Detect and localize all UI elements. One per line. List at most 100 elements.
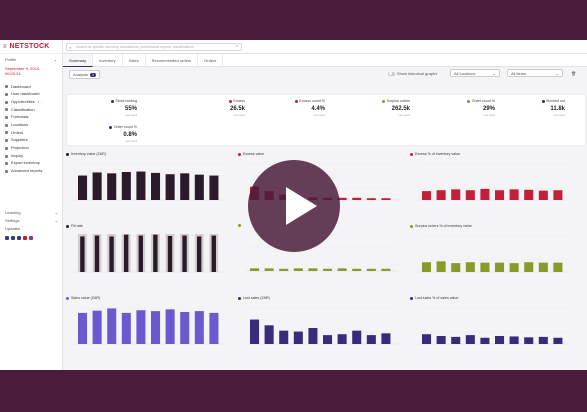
play-icon[interactable]	[286, 187, 317, 225]
kpi-card[interactable]: Order count % 29% Last week	[437, 99, 495, 123]
linkedin-icon[interactable]	[11, 235, 15, 240]
chevron-down-icon: ⌄	[54, 217, 58, 223]
sidebar-item-label: Learning	[5, 209, 21, 215]
kpi-card[interactable]: Stock holding 55% Last week	[79, 99, 137, 123]
chart-panel: Lost sales % of sales value	[410, 296, 575, 362]
chart-title: Fill rate	[66, 224, 231, 228]
kpi-card[interactable]: Surplus orders 262.5k Last week	[352, 99, 410, 123]
search-placeholder: Search for specific inventory, transacti…	[76, 45, 194, 49]
tab-label: Sales	[128, 58, 139, 63]
kpi-card[interactable]: Excess 26.5k Last week	[187, 99, 245, 123]
chart-bar	[553, 262, 563, 272]
kpi-sub: Last week	[125, 114, 137, 117]
twitter-icon[interactable]	[17, 235, 21, 240]
kpi-card[interactable]: Excess count % 4.4% Last week	[267, 99, 325, 123]
sidebar-item-projection[interactable]: Projection	[0, 145, 62, 153]
sidebar-item-advanced-reports[interactable]: Advanced reports	[0, 168, 62, 176]
sidebar-item-inquiry[interactable]: Inquiry	[0, 152, 62, 160]
sidebar-item-learning[interactable]: Learning ⌄	[0, 208, 63, 216]
sidebar-item-dashboard[interactable]: Dashboard	[0, 83, 62, 91]
hamburger-icon[interactable]: ≡	[3, 43, 7, 50]
items-select[interactable]: All items ⌄	[507, 69, 563, 77]
app-logo[interactable]: NETSTOCK	[9, 43, 50, 50]
chart-bar	[352, 197, 362, 200]
tab-sales[interactable]: Sales	[123, 54, 146, 67]
search-input[interactable]: ⌕ Search for specific inventory, transac…	[66, 43, 242, 51]
kpi-panel: Stock holding 55% Last week Excess 26.5k Last…	[66, 94, 586, 146]
chart-bar	[436, 261, 446, 272]
chart-bar	[436, 336, 446, 344]
chart-bar	[250, 268, 260, 271]
tab-orders[interactable]: Orders	[198, 54, 224, 67]
toggle-label: Show historical graphs	[397, 71, 438, 76]
chart-title-text: Excess value	[243, 152, 265, 156]
kpi-value: 4.4%	[311, 106, 325, 112]
sidebar-item-classification[interactable]: Classification	[0, 106, 62, 114]
chart-title-text: Lost sales % of sales value	[415, 296, 459, 300]
sidebar-item-forecasts[interactable]: Forecasts	[0, 114, 62, 122]
chart-bar	[465, 190, 475, 200]
location-select[interactable]: All locations ⌄	[450, 69, 500, 77]
chart-panel: Inventory value (ZAR)	[66, 152, 231, 218]
historical-toggle[interactable]: Show historical graphs	[388, 71, 437, 76]
kpi-dot	[467, 99, 471, 103]
chart-bar	[308, 328, 318, 344]
chart-bar	[495, 336, 505, 344]
chevron-down-icon: ⌄	[54, 209, 58, 215]
chart-bar	[80, 236, 85, 272]
sidebar-item-label: Suppliers	[11, 137, 28, 143]
kpi-label: Surplus orders	[386, 99, 410, 103]
chart-bar	[465, 335, 475, 344]
kpi-card[interactable]: Order count % 0.8% Last week	[79, 125, 137, 149]
instagram-icon[interactable]	[29, 235, 33, 240]
analysis-button[interactable]: Analysis 4	[69, 70, 100, 79]
chart-bar	[136, 310, 146, 344]
chart-bar	[352, 268, 362, 271]
tab-inventory[interactable]: Inventory	[93, 54, 123, 67]
chart-bar	[167, 236, 173, 272]
sidebar-item-orders[interactable]: Orders	[0, 129, 62, 137]
trash-icon[interactable]: 🗑	[571, 71, 577, 76]
chart-title-text: Inventory value (ZAR)	[71, 152, 106, 156]
kpi-sub: Last week	[313, 114, 325, 117]
kpi-card[interactable]: Stocked out 11.8k Last week	[507, 99, 565, 123]
chart-bar	[524, 189, 534, 200]
sidebar-item-opportunities[interactable]: Opportunities •	[0, 98, 62, 106]
kpi-label: Stock holding	[115, 99, 137, 103]
sidebar-item-settings[interactable]: Settings ⌄	[0, 216, 63, 224]
chevron-down-icon: ⌄	[492, 70, 496, 76]
chart-bar	[194, 311, 204, 344]
orders-icon	[5, 131, 8, 135]
tab-label: Orders	[204, 58, 217, 63]
chart-bar	[553, 337, 563, 344]
chart-title-text: Sales value (ZAR)	[71, 296, 101, 300]
chart-bar	[151, 172, 161, 200]
tab-summary[interactable]: Summary	[63, 54, 94, 67]
close-icon[interactable]: ×	[236, 43, 239, 48]
kpi-dot	[228, 99, 232, 103]
tab-label: Inventory	[99, 58, 116, 63]
sidebar-profile[interactable]: Profile ⌄	[0, 54, 62, 65]
tab-recommended-orders[interactable]: Recommended orders	[146, 54, 199, 67]
chart-bar	[279, 268, 289, 271]
sidebar-item-updates[interactable]: Updates	[0, 224, 63, 232]
sidebar-bottom: Learning ⌄ Settings ⌄ Updates	[0, 208, 63, 243]
sidebar-item-user-dashboard[interactable]: User dashboard	[0, 91, 62, 99]
date-line-1: September 9, 2024,	[5, 66, 41, 71]
facebook-icon[interactable]	[5, 235, 9, 240]
chart-title: Excess value	[238, 152, 403, 156]
sidebar-item-locations[interactable]: Locations	[0, 121, 62, 129]
kpi-sub: Last week	[398, 114, 410, 117]
chart-svg	[74, 163, 226, 201]
sidebar-item-suppliers[interactable]: Suppliers	[0, 137, 62, 145]
sidebar-item-export-inventory[interactable]: Export inventory	[0, 160, 62, 168]
kpi-label: Order count %	[471, 99, 495, 103]
chart-bar	[495, 262, 505, 272]
toggle-switch[interactable]	[388, 71, 395, 76]
chart-panel: Sales value (ZAR)	[66, 296, 231, 362]
youtube-icon[interactable]	[23, 235, 27, 240]
chart-bar	[94, 235, 100, 272]
kpi-dot	[109, 125, 113, 129]
chart-panel: Surplus orders % of inventory value	[410, 224, 575, 290]
sidebar-item-label: Dashboard	[11, 83, 31, 89]
